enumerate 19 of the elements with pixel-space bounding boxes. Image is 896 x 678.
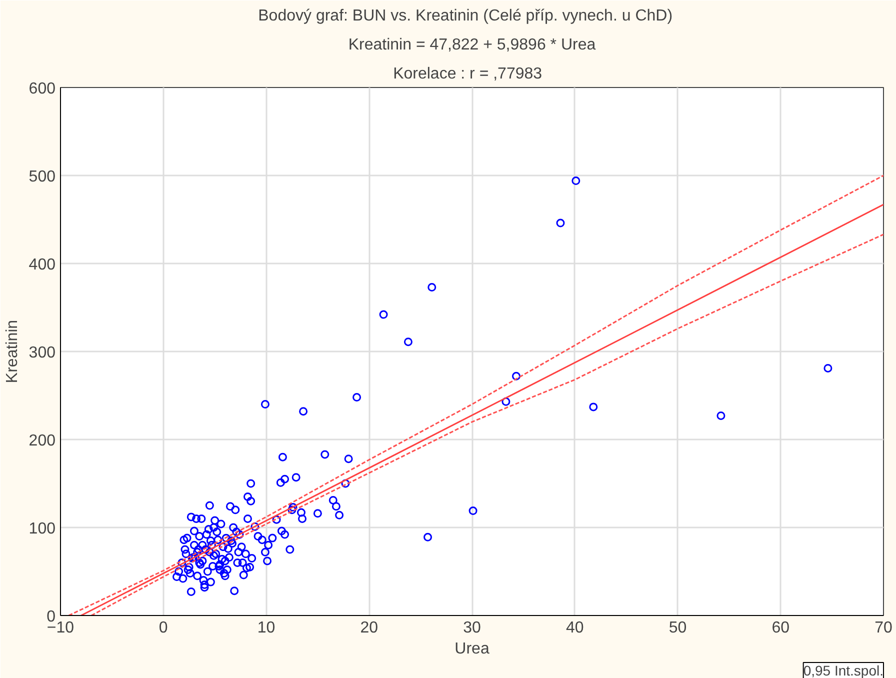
x-tick-label: 30 [463,620,481,636]
x-tick-label: 50 [668,620,687,636]
x-tick-label: 40 [566,620,584,636]
x-tick-label: 10 [257,620,276,636]
y-axis-title: Kreatinin [4,320,21,384]
y-tick-label: 600 [28,80,56,98]
y-tick-label: 500 [28,168,56,186]
x-axis-title: Urea [454,640,490,658]
y-tick-label: 400 [28,256,56,274]
chart-title: Bodový graf: BUN vs. Kreatinin (Celé příp. vynech. u ChD) [258,8,673,24]
y-tick-label: 300 [28,344,56,362]
x-tick-label: 60 [772,620,790,636]
x-tick-label: 20 [360,620,378,636]
y-tick-label: 100 [28,520,56,538]
chart-subtitle: Kreatinin = 47,822 + 5,9896 * Urea [348,36,596,54]
y-tick-label: 200 [28,432,56,450]
x-tick-label: 70 [874,620,892,636]
x-tick-label: 0 [158,620,168,636]
text: Korelace : r = ,77983 [393,66,542,82]
